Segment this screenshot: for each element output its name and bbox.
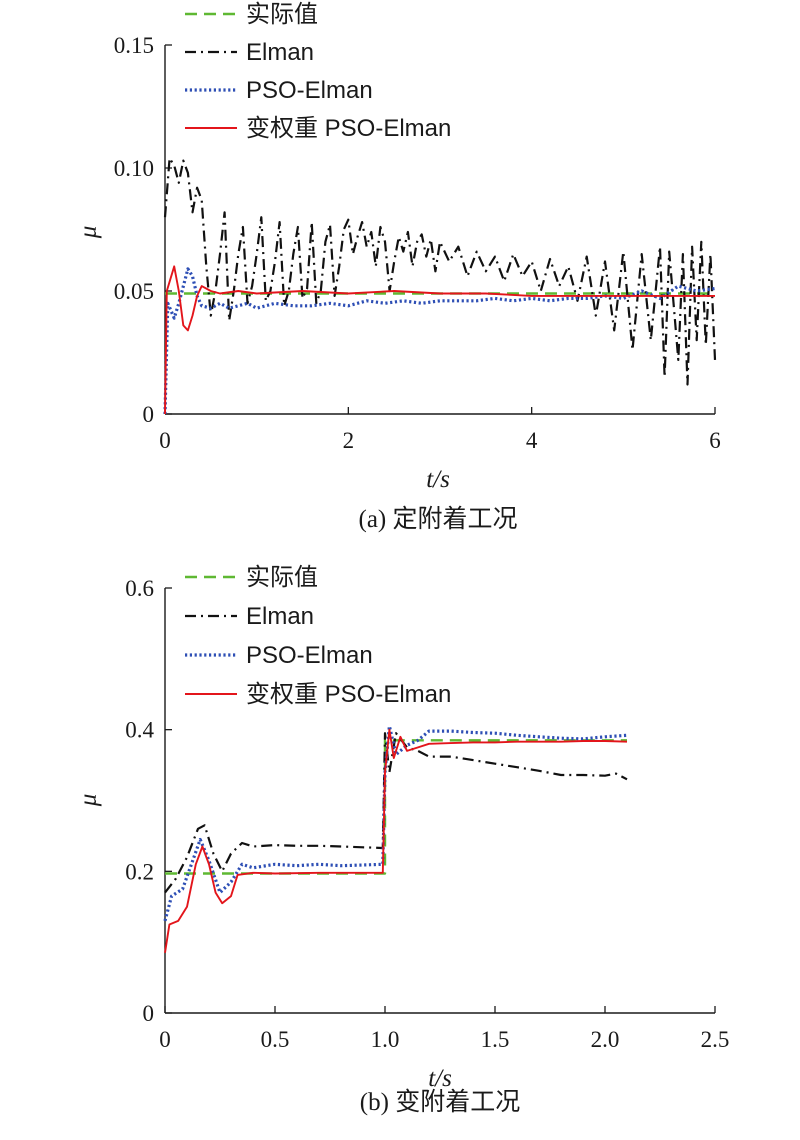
x-axis-label: t/s — [428, 1065, 452, 1092]
x-tick-label: 2.5 — [701, 1027, 730, 1052]
legend-label: PSO-Elman — [246, 642, 373, 669]
y-tick-label: 0.2 — [125, 859, 154, 884]
x-tick-label: 4 — [526, 428, 538, 453]
x-tick-label: 1.5 — [481, 1027, 510, 1052]
y-axis-label: μ — [75, 794, 102, 808]
legend-label: 变权重 PSO-Elman — [246, 115, 451, 142]
series-line-3 — [163, 724, 628, 922]
y-tick-label: 0.10 — [114, 156, 154, 181]
legend-label: Elman — [246, 603, 314, 630]
x-tick-label: 0 — [159, 428, 171, 453]
legend: 实际值 Elman PSO-Elman 变权重 PSO-Elman — [185, 564, 451, 708]
x-tick-label: 2 — [343, 428, 355, 453]
legend-label: 变权重 PSO-Elman — [246, 681, 451, 708]
y-tick-label: 0 — [143, 1001, 155, 1026]
y-tick-label: 0.15 — [114, 33, 154, 58]
x-tick-label: 6 — [709, 428, 721, 453]
legend: 实际值 Elman PSO-Elman 变权重 PSO-Elman — [185, 1, 451, 142]
legend-label: PSO-Elman — [246, 77, 373, 104]
series-line-2 — [163, 157, 717, 386]
legend-label: 实际值 — [246, 1, 318, 28]
series-line-4 — [164, 265, 715, 415]
x-tick-label: 0.5 — [261, 1027, 290, 1052]
series-line-1 — [165, 739, 627, 875]
y-tick-label: 0.4 — [125, 718, 154, 743]
chart-caption: (b) 变附着工况 — [360, 1088, 520, 1116]
series-line-3 — [163, 267, 716, 415]
y-tick-label: 0 — [143, 402, 155, 427]
x-tick-label: 1.0 — [371, 1027, 400, 1052]
chart-panel-a: 0 0.05 0.10 0.15 0 2 4 6 t/s μ (a) 定附着工况 实际值 Elman PS… — [75, 1, 721, 533]
y-axis-label: μ — [75, 226, 102, 240]
y-tick-label: 0.05 — [114, 279, 154, 304]
series-line-2 — [164, 732, 628, 894]
chart-panel-b: 0 0.2 0.4 0.6 0 0.5 1.0 1.5 2.0 2.5 t/s μ (b) 变附着工况 实… — [75, 564, 729, 1116]
legend-label: 实际值 — [246, 564, 318, 591]
chart-caption: (a) 定附着工况 — [359, 505, 518, 533]
series-line-4 — [164, 728, 628, 953]
x-tick-label: 2.0 — [591, 1027, 620, 1052]
legend-label: Elman — [246, 39, 314, 66]
x-axis-label: t/s — [426, 466, 450, 493]
x-tick-label: 0 — [159, 1027, 171, 1052]
y-tick-label: 0.6 — [125, 576, 154, 601]
